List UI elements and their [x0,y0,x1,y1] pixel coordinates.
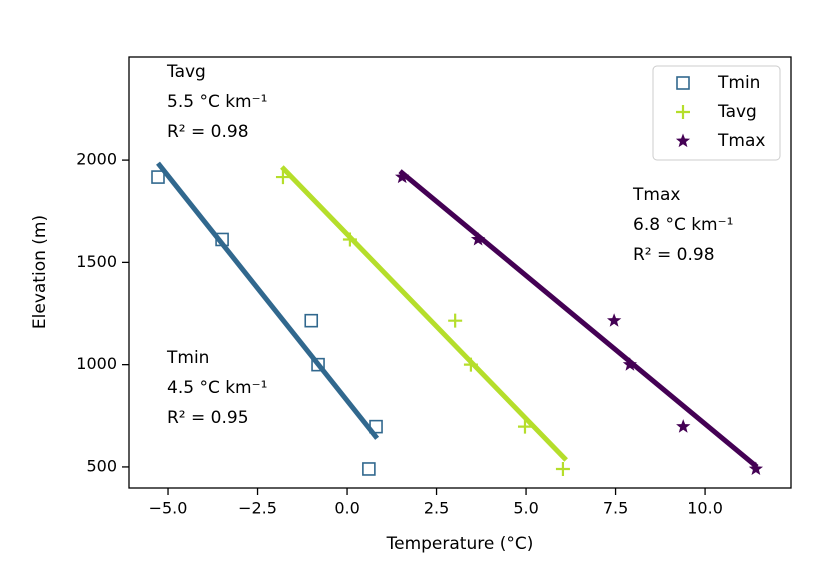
legend-marker [676,76,690,90]
annotation: 5.5 °C km⁻¹ [167,92,267,112]
x-tick-label: −5.0 [149,499,188,518]
point [622,357,637,371]
point [555,461,570,476]
y-tick-label: 500 [86,456,117,475]
annotation: 6.8 °C km⁻¹ [633,215,733,235]
legend-label: Tmax [717,131,765,151]
point [748,461,763,475]
annotation: R² = 0.98 [633,245,715,265]
legend-marker [675,133,691,148]
point [369,419,383,434]
annotation: R² = 0.95 [167,408,249,428]
point [463,357,478,372]
x-tick-label: −2.5 [238,499,277,518]
x-axis-label: Temperature (°C) [386,534,534,554]
y-tick-label: 1500 [76,252,117,271]
point [304,313,319,328]
point [448,313,463,328]
x-tick-label: 10.0 [687,499,723,518]
point [395,169,410,184]
y-tick-label: 2000 [76,150,117,169]
point [275,170,290,185]
point [362,462,376,476]
fit-line [398,169,759,469]
x-tick-label: 5.0 [513,499,538,518]
point [470,232,486,246]
annotation: Tmin [166,348,209,368]
legend-label: Tavg [717,102,757,122]
fit-line [280,165,568,462]
plot-frame [128,56,792,489]
legend-marker [676,105,690,119]
x-tick-label: 0.0 [334,499,359,518]
point [311,357,325,372]
annotation: Tavg [166,62,206,82]
point [607,313,622,327]
annotation: 4.5 °C km⁻¹ [167,378,267,398]
fit-line [156,161,380,440]
x-tick-label: 7.5 [603,499,628,518]
annotation: R² = 0.98 [167,122,249,142]
x-tick-label: 2.5 [424,499,449,518]
point [676,419,691,433]
point [151,170,165,184]
annotation: Tmax [632,185,680,205]
point [342,232,357,247]
point [517,419,532,434]
y-tick-label: 1000 [76,354,117,373]
point [215,232,229,247]
y-axis-label: Elevation (m) [30,215,50,329]
legend-label: Tmin [717,73,760,93]
